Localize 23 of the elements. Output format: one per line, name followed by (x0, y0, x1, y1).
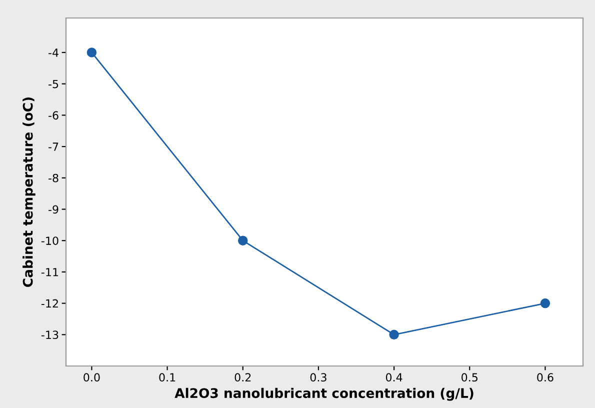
x-tick-label: 0.3 (310, 373, 326, 382)
x-tick-label: 0.0 (84, 373, 100, 382)
x-axis-title: Al2O3 nanolubricant concentration (g/L) (174, 388, 474, 401)
x-tick-label: 0.2 (234, 373, 251, 382)
y-tick-label: -4 (48, 48, 58, 57)
x-tick-label: 0.6 (537, 373, 554, 382)
point (389, 330, 399, 340)
y-tick-label: -7 (48, 142, 58, 151)
y-tick-label: -11 (41, 268, 58, 276)
y-tick-label: -5 (48, 80, 58, 88)
x-tick-label: 0.1 (159, 373, 176, 382)
x-tick-label: 0.5 (462, 373, 478, 382)
y-axis-title: Cabinet temperature (oC) (22, 98, 36, 287)
y-tick-label: -6 (48, 111, 58, 120)
x-tick-label: 0.4 (386, 373, 402, 382)
y-tick-label: -8 (48, 174, 58, 182)
point (86, 48, 97, 58)
y-tick-label: -13 (41, 330, 58, 340)
point (540, 298, 550, 308)
y-tick-label: -9 (48, 205, 58, 214)
point (238, 236, 248, 246)
y-tick-label: -12 (41, 299, 58, 308)
y-tick-label: -10 (41, 236, 58, 245)
